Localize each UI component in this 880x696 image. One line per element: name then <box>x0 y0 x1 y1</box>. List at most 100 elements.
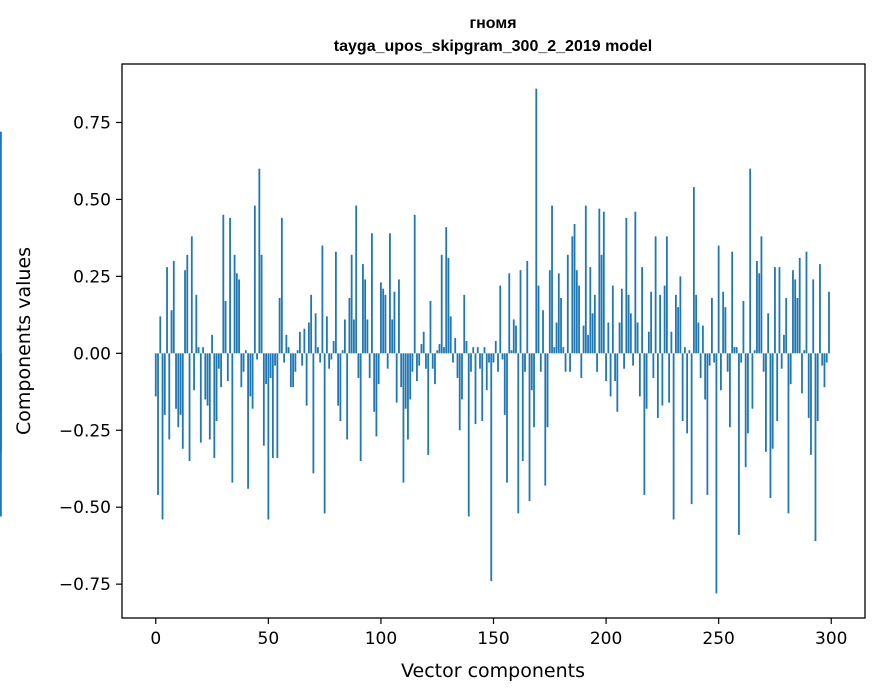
bar-184 <box>569 353 571 372</box>
bar-165 <box>526 260 529 354</box>
bar-251 <box>720 353 722 391</box>
bar-246 <box>708 353 711 366</box>
bar-125 <box>436 350 439 354</box>
bar-123 <box>431 353 434 369</box>
bar-224 <box>659 294 662 354</box>
bar-161 <box>517 353 520 514</box>
bar-137 <box>463 294 466 354</box>
bar-198 <box>600 254 603 354</box>
bar-4 <box>163 353 166 415</box>
bar-154 <box>501 353 504 360</box>
bar-74 <box>321 245 324 354</box>
bar-99 <box>377 353 380 385</box>
bar-176 <box>551 205 553 354</box>
bar-185 <box>571 236 574 354</box>
bar-183 <box>566 254 569 354</box>
bar-269 <box>760 236 763 354</box>
bar-41 <box>247 353 249 489</box>
bar-79 <box>332 341 335 354</box>
chart-title: гномя <box>469 15 516 32</box>
bar-263 <box>747 353 749 434</box>
bar-188 <box>578 285 580 354</box>
bar-298 <box>825 353 828 363</box>
y-tick-label: 0.25 <box>73 267 111 287</box>
x-tick-label: 300 <box>815 629 847 649</box>
bar-undefined <box>0 353 2 517</box>
bar-49 <box>265 353 267 385</box>
bar-19 <box>197 347 200 354</box>
bar-249 <box>715 353 718 594</box>
bar-286 <box>798 257 801 354</box>
bar-148 <box>488 353 490 363</box>
bar-76 <box>325 316 328 354</box>
bar-208 <box>623 353 625 369</box>
bar-160 <box>515 325 517 354</box>
bar-139 <box>467 353 470 517</box>
bar-180 <box>560 297 562 354</box>
bar-129 <box>445 227 448 354</box>
bar-247 <box>711 297 713 354</box>
x-tick-label: 100 <box>365 629 397 649</box>
plot-frame <box>121 63 866 619</box>
bar-42 <box>249 353 252 397</box>
bar-69 <box>310 294 313 354</box>
bar-287 <box>801 353 803 394</box>
bar-124 <box>434 353 436 385</box>
bar-132 <box>452 353 454 363</box>
bar-104 <box>389 233 391 354</box>
bar-211 <box>629 313 632 354</box>
bar-194 <box>591 313 594 354</box>
bar-292 <box>812 279 815 354</box>
bar-20 <box>199 353 202 443</box>
bar-278 <box>780 353 783 369</box>
bar-130 <box>447 257 450 354</box>
bar-230 <box>672 353 675 520</box>
chart-subtitle: tayga_upos_skipgram_300_2_2019 model <box>334 38 652 55</box>
bar-223 <box>656 353 659 418</box>
bar-295 <box>819 264 821 354</box>
y-tick-label: 0.00 <box>73 344 111 364</box>
bar-38 <box>240 353 243 388</box>
bar-57 <box>283 353 286 363</box>
bar-170 <box>537 285 540 354</box>
bar-290 <box>807 353 810 418</box>
bar-149 <box>490 353 493 582</box>
bar-122 <box>429 300 432 354</box>
bar-2 <box>159 316 162 354</box>
bar-55 <box>278 297 281 354</box>
bar-118 <box>420 344 423 354</box>
bar-91 <box>359 353 362 462</box>
bar-136 <box>461 353 463 400</box>
x-tick-label: 0 <box>150 629 161 649</box>
bar-undefined <box>0 131 2 354</box>
bar-190 <box>582 325 585 354</box>
bar-273 <box>769 353 772 498</box>
bar-72 <box>316 347 319 354</box>
bar-66 <box>303 328 306 354</box>
bar-159 <box>512 319 515 354</box>
bar-117 <box>418 353 421 366</box>
bar-85 <box>346 353 349 440</box>
bar-77 <box>328 353 331 369</box>
bar-258 <box>735 347 738 354</box>
bar-228 <box>668 353 671 403</box>
bar-75 <box>323 353 326 514</box>
bar-81 <box>337 353 340 406</box>
bar-9 <box>175 353 177 409</box>
bar-45 <box>256 353 258 360</box>
bar-62 <box>294 353 297 372</box>
bar-73 <box>319 353 322 363</box>
bar-53 <box>274 353 276 366</box>
bar-233 <box>679 276 682 354</box>
bar-243 <box>701 325 704 354</box>
bar-239 <box>692 187 695 354</box>
bar-97 <box>373 353 376 412</box>
bar-111 <box>404 353 407 409</box>
x-tick-label: 200 <box>590 629 622 649</box>
x-tick-label: 50 <box>258 629 280 649</box>
bar-265 <box>751 353 754 409</box>
bar-87 <box>350 254 353 354</box>
bar-270 <box>762 353 765 372</box>
bar-84 <box>344 319 346 354</box>
